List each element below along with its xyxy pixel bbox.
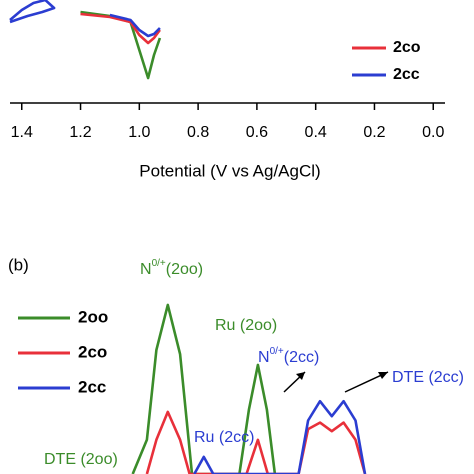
annotation: Ru (2oo) <box>215 317 277 334</box>
annotation: N0/+(2cc) <box>258 346 319 367</box>
annotation-text: N <box>140 261 152 278</box>
annotation-text: DTE (2cc) <box>392 369 464 386</box>
legend-label: 2cc <box>78 377 106 396</box>
x-tick-label: 0.8 <box>187 124 209 141</box>
x-tick-label: 1.2 <box>69 124 91 141</box>
data-line <box>80 10 162 80</box>
legend-label: 2oo <box>78 307 108 326</box>
x-axis-label: Potential (V vs Ag/AgCl) <box>139 161 320 180</box>
legend-label: 2cc <box>393 66 420 83</box>
x-tick-label: 0.6 <box>246 124 268 141</box>
x-tick-label: 0.2 <box>363 124 385 141</box>
annotation-text: DTE (2oo) <box>44 451 118 468</box>
arrow-head <box>296 372 305 380</box>
data-line <box>131 303 277 474</box>
annotation-sup: 0/+ <box>152 258 166 269</box>
annotation-text: (2cc) <box>284 349 320 366</box>
x-tick-label: 0.0 <box>422 124 444 141</box>
x-tick-label: 0.4 <box>305 124 327 141</box>
data-line <box>9 0 161 38</box>
annotation: Ru (2cc) <box>194 429 254 446</box>
annotation-sup: 0/+ <box>270 346 284 357</box>
legend-label: 2co <box>393 39 421 56</box>
annotation-text: (2oo) <box>166 261 203 278</box>
x-tick-label: 1.0 <box>128 124 150 141</box>
legend-label: 2co <box>78 342 107 361</box>
data-line <box>193 399 367 474</box>
data-line <box>80 12 161 45</box>
annotation: N0/+(2oo) <box>140 258 203 279</box>
panel-label: (b) <box>8 255 29 274</box>
annotation-text: Ru (2cc) <box>194 429 254 446</box>
x-tick-label: 1.4 <box>11 124 33 141</box>
arrow-head <box>378 372 388 379</box>
annotation-text: Ru (2oo) <box>215 317 277 334</box>
annotation-text: N <box>258 349 270 366</box>
annotation: DTE (2oo) <box>44 451 118 468</box>
data-line <box>145 410 367 474</box>
annotation: DTE (2cc) <box>392 369 464 386</box>
